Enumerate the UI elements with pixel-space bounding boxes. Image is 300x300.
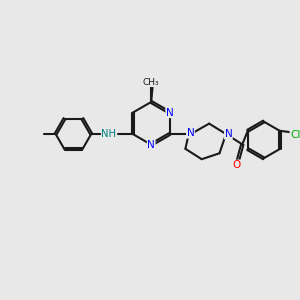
Text: N: N — [187, 128, 194, 138]
Text: N: N — [224, 129, 232, 139]
Text: CH₃: CH₃ — [143, 78, 160, 87]
Text: O: O — [232, 160, 241, 170]
Text: Cl: Cl — [290, 130, 300, 140]
Text: N: N — [166, 108, 174, 118]
Text: NH: NH — [101, 129, 116, 139]
Text: N: N — [147, 140, 155, 150]
